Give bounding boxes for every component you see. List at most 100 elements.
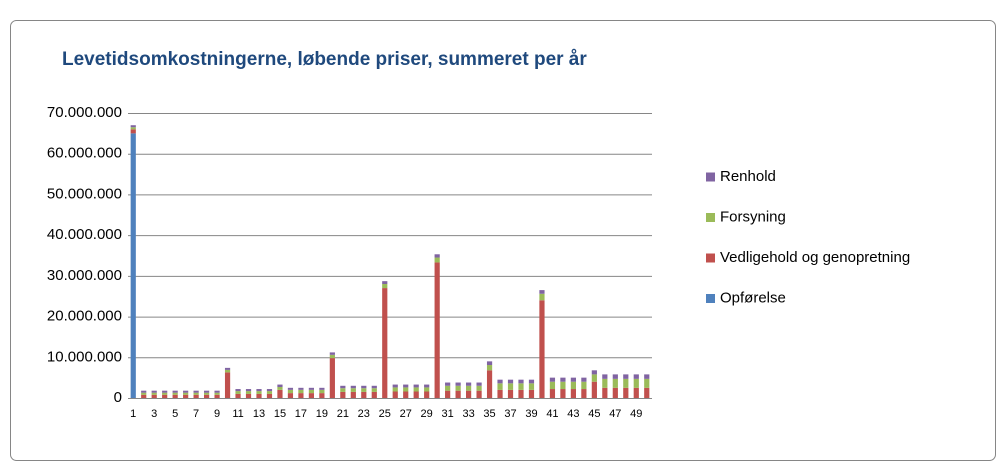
bar-segment — [466, 382, 472, 386]
bar-segment — [413, 387, 419, 392]
bar-segment — [141, 392, 147, 395]
bar-segment — [340, 385, 346, 389]
bar-segment — [319, 389, 325, 394]
bar-segment — [560, 381, 566, 390]
bar-segment — [392, 384, 398, 388]
x-tick-label: 21 — [337, 408, 349, 420]
bar-segment — [497, 379, 503, 384]
bar-segment — [403, 387, 409, 392]
bar-segment — [172, 394, 178, 398]
legend-label: Renhold — [720, 168, 776, 185]
bar-segment — [287, 387, 294, 390]
x-tick-label: 39 — [525, 408, 537, 420]
bar-segment — [528, 383, 535, 390]
bar-segment — [570, 377, 576, 382]
bar-segment — [224, 372, 231, 398]
bar-segment — [591, 374, 597, 382]
bar-segment — [539, 300, 545, 398]
bar-segment — [476, 390, 482, 398]
bar-segment — [476, 382, 482, 386]
legend-swatch — [706, 172, 715, 182]
bar-segment — [256, 389, 262, 392]
bar-segment — [581, 381, 587, 390]
bar-segment — [214, 390, 220, 393]
bar-segment — [455, 390, 461, 398]
bar-segment — [319, 393, 325, 398]
bar-segment — [539, 293, 545, 301]
bar-segment — [350, 385, 356, 389]
bar-segment — [445, 382, 451, 386]
bar-segment — [486, 370, 493, 398]
x-tick-label: 43 — [567, 408, 579, 420]
bar-segment — [392, 391, 398, 398]
bar-segment — [602, 387, 608, 398]
bar-segment — [277, 384, 283, 388]
bar-segment — [507, 383, 514, 390]
bar-segment — [507, 389, 514, 398]
bar-segment — [183, 394, 189, 398]
bar-segment — [193, 394, 199, 398]
bar-segment — [183, 392, 189, 395]
x-tick-label: 47 — [609, 408, 621, 420]
bar-segment — [350, 388, 356, 392]
bar-segment — [151, 390, 157, 393]
x-tick-label: 25 — [379, 408, 391, 420]
bar-segment — [329, 358, 335, 398]
bar-segment — [193, 392, 199, 395]
bar-segment — [549, 389, 556, 398]
bar-segment — [434, 262, 440, 398]
bar-segment — [266, 389, 273, 392]
x-tick-label: 13 — [253, 408, 265, 420]
bar-segment — [183, 390, 189, 393]
bar-segment — [130, 125, 136, 128]
bar-segment — [350, 391, 356, 398]
y-tick-label: 70.000.000 — [47, 104, 122, 121]
x-tick-label: 3 — [151, 408, 157, 420]
y-tick-label: 30.000.000 — [47, 267, 122, 284]
bar-segment — [172, 392, 178, 395]
bar-segment — [130, 133, 136, 398]
legend-swatch — [706, 253, 715, 263]
x-tick-label: 11 — [232, 408, 243, 420]
y-tick-label: 20.000.000 — [47, 308, 122, 325]
bar-segment — [612, 374, 618, 379]
bar-segment — [518, 389, 524, 398]
bar-segment — [329, 354, 335, 359]
bar-segment — [633, 387, 639, 398]
bar-segment — [528, 389, 535, 398]
bar-segment — [528, 379, 535, 384]
bar-segment — [382, 281, 388, 284]
bar-segment — [204, 390, 210, 393]
chart-title: Levetidsomkostningerne, løbende priser, … — [62, 49, 587, 70]
legend-swatch — [706, 294, 715, 303]
bar-segment — [340, 388, 346, 392]
bar-segment — [298, 389, 304, 394]
bar-segment — [298, 387, 304, 390]
bar-segment — [162, 392, 168, 395]
bar-segment — [245, 391, 252, 394]
bar-segment — [612, 387, 618, 398]
x-tick-label: 45 — [588, 408, 600, 420]
bar-segment — [623, 374, 629, 379]
bar-segment — [581, 377, 587, 382]
bar-segment — [434, 257, 440, 263]
bar-segment — [602, 378, 608, 388]
bar-segment — [413, 391, 419, 398]
x-tick-label: 17 — [295, 408, 307, 420]
bar-segment — [382, 284, 388, 289]
x-tick-label: 49 — [630, 408, 642, 420]
bar-segment — [424, 384, 430, 388]
bar-segment — [361, 385, 367, 389]
x-tick-label: 23 — [358, 408, 370, 420]
bar-segment — [308, 389, 314, 394]
x-tick-label: 41 — [546, 408, 558, 420]
bar-segment — [497, 383, 503, 390]
bar-segment — [162, 394, 168, 398]
bar-segment — [193, 390, 199, 393]
bar-segment — [130, 129, 136, 134]
x-tick-label: 5 — [172, 408, 178, 420]
bar-segment — [319, 387, 325, 390]
bar-segment — [277, 387, 283, 390]
x-tick-label: 7 — [193, 408, 199, 420]
x-tick-label: 33 — [462, 408, 474, 420]
